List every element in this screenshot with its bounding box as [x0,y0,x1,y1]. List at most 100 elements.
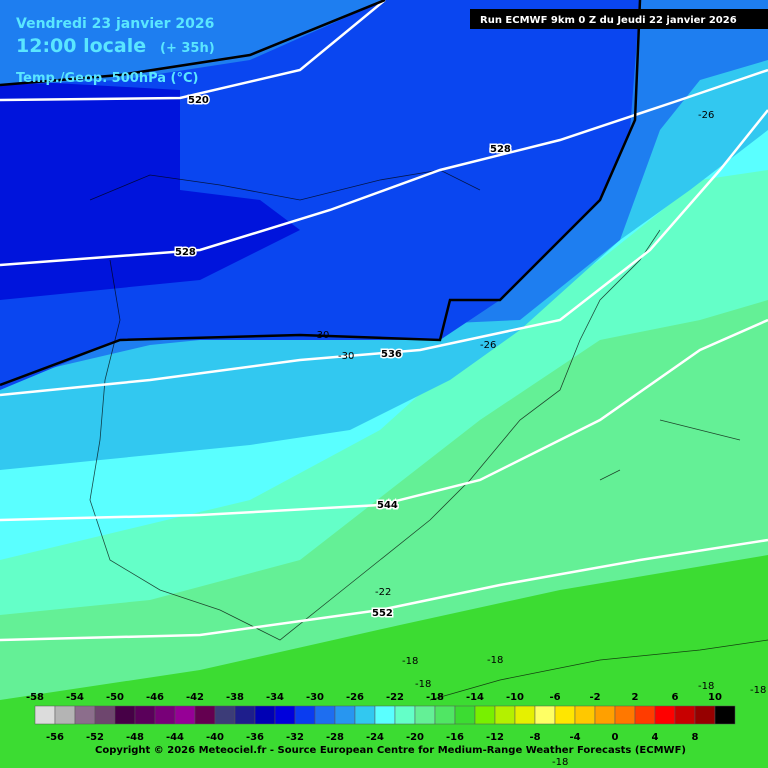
legend-label: -40 [206,732,224,743]
legend-swatch [114,705,136,725]
legend-swatch [614,705,636,725]
legend-label: -10 [506,692,524,703]
legend-label: -20 [406,732,424,743]
legend-label: -32 [286,732,304,743]
temperature-label: -18 [552,757,568,768]
legend-swatch [134,705,156,725]
legend-label: -24 [366,732,384,743]
legend-label: 6 [672,692,679,703]
legend-label: -30 [306,692,324,703]
legend-label: -6 [549,692,560,703]
coastline [89,169,768,701]
legend-label: -50 [106,692,124,703]
legend-swatch [574,705,596,725]
legend-label: 10 [708,692,722,703]
legend-label: -36 [246,732,264,743]
legend-swatch [454,705,476,725]
legend-swatch [714,705,736,725]
geopotential-label: 536 [381,349,402,360]
legend-label: -52 [86,732,104,743]
legend-label: -18 [426,692,444,703]
legend-label: -2 [589,692,600,703]
temperature-label: -22 [375,587,391,598]
legend-label: -26 [346,692,364,703]
geopotential-label: 528 [175,247,196,258]
legend: -58 -54 -50 -46 -42 -38 -34 -30 -26 -22 -18 -14 -10-… [26,692,736,743]
lead-time: (+ 35h) [160,41,215,56]
legend-label: -4 [569,732,580,743]
isohypse [0,109,768,397]
legend-label: -44 [166,732,184,743]
legend-swatch [254,705,276,725]
legend-swatch [694,705,716,725]
legend-swatch [534,705,556,725]
legend-swatch [594,705,616,725]
legend-swatch [174,705,196,725]
legend-swatch [74,705,96,725]
legend-label: -28 [326,732,344,743]
isohypse [0,68,768,267]
temperature-label: -18 [750,685,766,696]
legend-swatch [494,705,516,725]
field-name: Temp./Geop. 500hPa (°C) [16,71,198,86]
legend-swatch [154,705,176,725]
legend-swatch [334,705,356,725]
legend-swatch [674,705,696,725]
legend-swatch [34,705,56,725]
header: Vendredi 23 janvier 2026 12:00 locale (+… [16,9,768,86]
legend-label: -22 [386,692,404,703]
legend-label: -14 [466,692,484,703]
legend-swatch [294,705,316,725]
legend-label: -38 [226,692,244,703]
legend-swatch [374,705,396,725]
legend-label: -54 [66,692,84,703]
legend-label: -48 [126,732,144,743]
temperature-label: -30 [338,351,354,362]
legend-swatch [554,705,576,725]
legend-swatch [414,705,436,725]
legend-label: 8 [692,732,699,743]
legend-swatch [394,705,416,725]
temperature-label: -26 [698,110,714,121]
legend-swatch [434,705,456,725]
temperature-label: -30 [313,330,329,341]
forecast-date: Vendredi 23 janvier 2026 [16,16,214,32]
map-labels: 520 528 528 536 544 552 -26 -30 -30 -26 … [174,94,767,768]
legend-label: -42 [186,692,204,703]
legend-swatch [194,705,216,725]
isotherm [0,0,386,87]
copyright: Copyright © 2026 Meteociel.fr - Source E… [95,745,686,756]
temperature-label: -18 [487,655,503,666]
legend-label: -56 [46,732,64,743]
run-box [470,9,768,29]
legend-swatch [94,705,116,725]
legend-swatch [214,705,236,725]
legend-label: -16 [446,732,464,743]
legend-label: -8 [529,732,540,743]
geopotential-label: 552 [372,608,393,619]
temperature-label: -18 [402,656,418,667]
legend-swatch [314,705,336,725]
legend-swatch [54,705,76,725]
legend-label: -12 [486,732,504,743]
geopotential-label: 544 [377,500,398,511]
geopotential-label: 520 [188,95,209,106]
field-band [0,80,300,300]
isotherm [0,0,642,387]
isohypse [0,318,768,522]
legend-swatch [634,705,656,725]
legend-swatch [354,705,376,725]
legend-swatch [234,705,256,725]
temperature-label: -18 [415,679,431,690]
legend-label: -58 [26,692,44,703]
temperature-label: -26 [480,340,496,351]
geopotential-label: 528 [490,144,511,155]
coastlines [89,169,768,701]
legend-swatch [654,705,676,725]
forecast-time: 12:00 locale [16,35,146,57]
isohypse [0,538,768,642]
isohypses [0,0,768,642]
legend-label: -46 [146,692,164,703]
temperature-label: -18 [698,681,714,692]
